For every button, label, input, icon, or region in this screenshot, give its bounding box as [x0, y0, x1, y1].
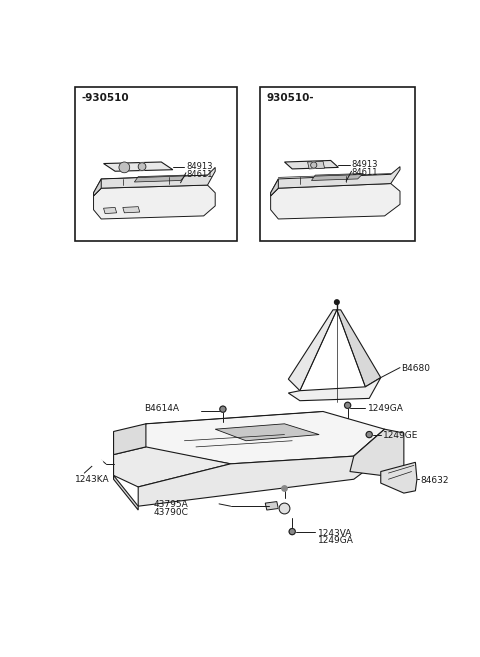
Text: 84913: 84913: [186, 162, 213, 171]
Text: 1249GA: 1249GA: [368, 404, 404, 413]
Text: 1243VA: 1243VA: [318, 528, 352, 537]
Circle shape: [279, 503, 290, 514]
Polygon shape: [271, 183, 400, 219]
Text: 84913: 84913: [351, 160, 378, 170]
Polygon shape: [123, 207, 140, 213]
Circle shape: [119, 162, 130, 173]
Text: 84632: 84632: [421, 476, 449, 485]
Polygon shape: [104, 208, 117, 214]
Circle shape: [92, 461, 96, 466]
Circle shape: [335, 300, 339, 304]
Polygon shape: [265, 501, 278, 510]
Polygon shape: [134, 175, 186, 182]
Text: 43790C: 43790C: [154, 508, 189, 516]
Text: 84611: 84611: [351, 168, 378, 177]
Polygon shape: [114, 424, 146, 455]
Text: 43795A: 43795A: [154, 500, 188, 509]
Polygon shape: [260, 87, 415, 240]
Text: 1243KA: 1243KA: [75, 474, 110, 484]
Polygon shape: [114, 447, 230, 487]
Circle shape: [282, 486, 287, 491]
Polygon shape: [138, 429, 384, 506]
Polygon shape: [138, 411, 384, 464]
Text: 84611: 84611: [186, 170, 213, 179]
Circle shape: [96, 459, 103, 465]
Circle shape: [220, 406, 226, 412]
Polygon shape: [308, 161, 324, 169]
Polygon shape: [288, 310, 337, 391]
Text: 1249GA: 1249GA: [318, 536, 353, 545]
Circle shape: [311, 162, 317, 168]
Circle shape: [366, 432, 372, 438]
Polygon shape: [75, 87, 237, 240]
Polygon shape: [288, 378, 381, 401]
Polygon shape: [104, 162, 173, 171]
Polygon shape: [94, 179, 101, 196]
Polygon shape: [350, 429, 404, 476]
Polygon shape: [285, 160, 338, 169]
Polygon shape: [312, 173, 363, 181]
Polygon shape: [337, 310, 381, 387]
Circle shape: [138, 163, 146, 170]
Circle shape: [345, 402, 351, 409]
Polygon shape: [271, 167, 400, 196]
Text: -930510: -930510: [82, 93, 130, 102]
Polygon shape: [381, 463, 417, 493]
Polygon shape: [94, 185, 215, 219]
Text: B4614A: B4614A: [144, 404, 180, 413]
Circle shape: [289, 528, 295, 535]
Text: 930510-: 930510-: [267, 93, 314, 102]
Polygon shape: [94, 168, 215, 196]
Text: B4680: B4680: [402, 364, 431, 373]
Polygon shape: [114, 476, 138, 510]
Polygon shape: [271, 179, 278, 196]
Text: 1249GE: 1249GE: [383, 432, 419, 440]
Polygon shape: [215, 424, 319, 441]
